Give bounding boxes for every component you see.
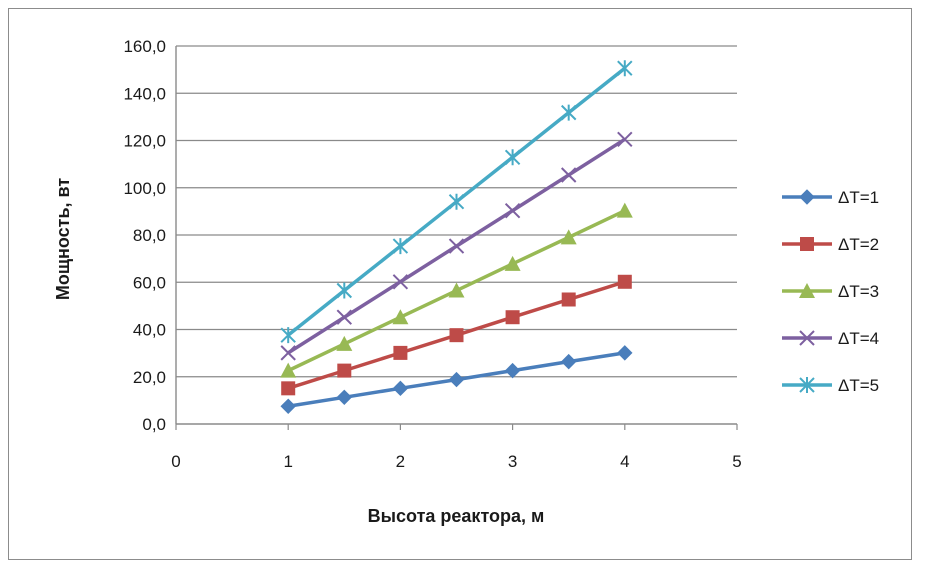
data-point <box>505 310 520 325</box>
data-point <box>617 131 633 148</box>
series-ΔT=5 <box>280 60 633 344</box>
series-ΔT=1 <box>280 345 633 414</box>
data-point <box>392 238 409 255</box>
x-tick-label: 2 <box>396 452 405 471</box>
data-point <box>560 353 577 370</box>
y-axis-title: Мощность, вт <box>53 178 73 301</box>
data-point <box>617 345 633 361</box>
legend-label: ΔT=3 <box>838 282 879 301</box>
data-point <box>393 345 408 360</box>
data-point <box>448 371 465 388</box>
data-point <box>392 380 409 397</box>
data-point <box>560 167 577 183</box>
y-tick-label: 100,0 <box>123 179 166 198</box>
x-tick-label: 0 <box>171 452 180 471</box>
legend-item: ΔT=2 <box>782 235 879 254</box>
data-point <box>280 398 296 414</box>
data-point <box>504 255 521 271</box>
data-point <box>616 202 633 218</box>
data-point <box>336 309 353 325</box>
y-tick-label: 0,0 <box>142 415 166 434</box>
y-tick-label: 80,0 <box>133 226 166 245</box>
y-tick-label: 60,0 <box>133 273 166 292</box>
data-point <box>280 345 296 361</box>
data-point <box>617 60 633 77</box>
x-axis-title: Высота реактора, м <box>368 506 545 526</box>
data-point <box>799 377 815 393</box>
series-ΔT=4 <box>280 131 633 361</box>
x-tick-label: 1 <box>283 452 292 471</box>
legend-item: ΔT=3 <box>782 282 879 301</box>
data-point <box>617 274 632 289</box>
chart-frame: 0,0 20,0 40,0 60,0 80,0 100,0 120,0 140,0 160,0 … <box>8 8 912 560</box>
data-point <box>337 363 352 378</box>
data-point <box>336 282 353 299</box>
data-point <box>336 389 353 406</box>
data-point <box>448 193 465 210</box>
data-point <box>280 327 296 344</box>
x-tick-label: 4 <box>620 452 629 471</box>
data-point <box>448 282 465 298</box>
data-point <box>504 362 521 379</box>
data-point <box>799 283 815 298</box>
legend-label: ΔT=1 <box>838 188 879 207</box>
data-point <box>392 274 409 290</box>
y-tick-label: 160,0 <box>123 37 166 56</box>
series-group <box>280 60 633 414</box>
data-point <box>560 104 577 121</box>
line-chart: 0,020,040,060,080,0100,0120,0140,0160,0 … <box>53 37 879 526</box>
series-ΔT=2 <box>281 274 632 396</box>
data-point <box>799 330 815 346</box>
data-point <box>504 202 521 219</box>
data-point <box>800 237 814 251</box>
legend-item: ΔT=5 <box>782 376 879 395</box>
legend-label: ΔT=4 <box>838 329 879 348</box>
y-tick-labels: 0,0 20,0 40,0 60,0 80,0 100,0 120,0 140,0 160,0 <box>123 37 166 434</box>
x-tick-label: 3 <box>508 452 517 471</box>
x-tick-labels: 0 1 2 3 4 5 <box>171 452 741 471</box>
data-point <box>280 362 297 378</box>
data-point <box>448 238 465 254</box>
data-point <box>504 149 521 166</box>
legend-label: ΔT=2 <box>838 235 879 254</box>
gridlines <box>176 45 737 378</box>
y-tick-label: 40,0 <box>133 321 166 340</box>
legend: ΔT=1 ΔT=2 ΔT=3 ΔT=4 ΔT=5 <box>782 188 879 395</box>
data-point <box>281 381 296 396</box>
data-point <box>560 229 577 245</box>
y-tick-label: 20,0 <box>133 368 166 387</box>
legend-item: ΔT=1 <box>782 188 879 207</box>
legend-item: ΔT=4 <box>782 329 879 348</box>
data-point <box>799 189 815 205</box>
axes <box>175 46 738 430</box>
series-ΔT=3 <box>280 202 633 378</box>
y-tick-label: 120,0 <box>123 132 166 151</box>
data-point <box>449 328 464 343</box>
x-tick-label: 5 <box>732 452 741 471</box>
data-point <box>561 292 576 307</box>
y-tick-label: 140,0 <box>123 84 166 103</box>
legend-label: ΔT=5 <box>838 376 879 395</box>
data-point <box>336 335 353 351</box>
data-point <box>392 309 409 325</box>
